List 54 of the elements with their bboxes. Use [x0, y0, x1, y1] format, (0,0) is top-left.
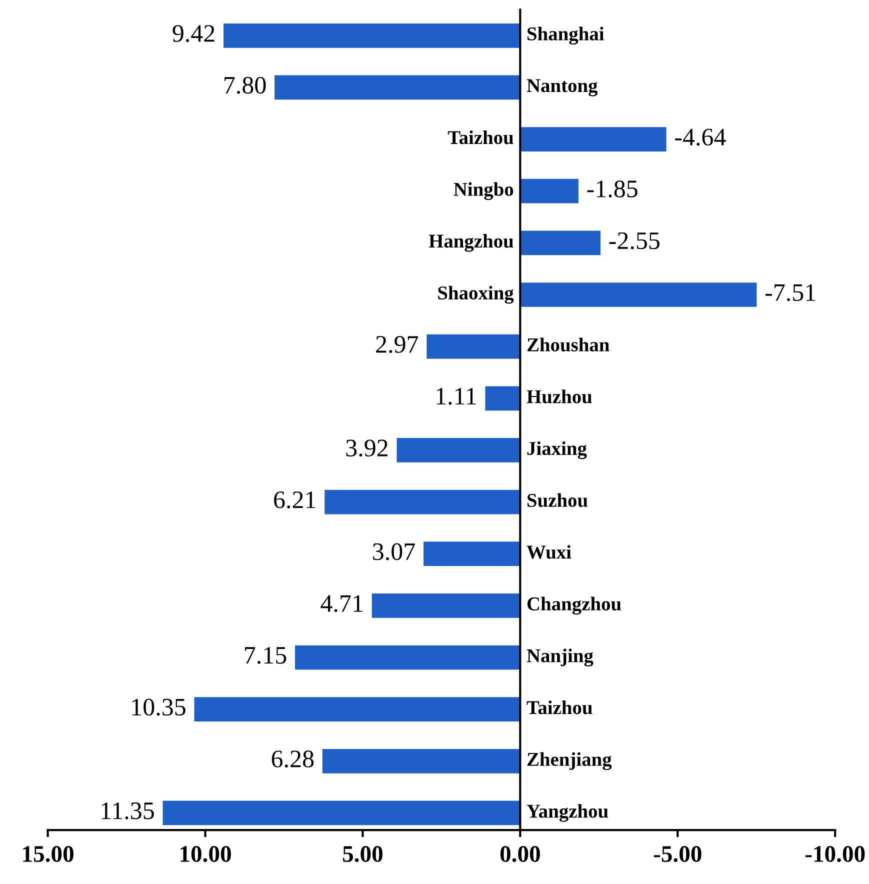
y-tick-label: Wuxi — [526, 545, 572, 559]
bar — [520, 178, 578, 204]
bar — [520, 282, 757, 307]
bar — [520, 127, 666, 152]
x-tick-label: 5.00 — [343, 846, 382, 862]
x-tick-label: 15.00 — [23, 846, 74, 862]
y-tick-label: Huzhou — [526, 390, 592, 404]
data-label: 6.21 — [274, 491, 316, 508]
data-label: -2.55 — [609, 232, 660, 250]
data-label: 2.97 — [376, 336, 418, 353]
x-tick-label: -10.00 — [805, 846, 865, 862]
bar — [194, 697, 520, 722]
y-tick-label: Yangzhou — [526, 804, 608, 822]
data-label: 11.35 — [102, 802, 154, 820]
y-tick-label: Suzhou — [528, 493, 588, 507]
data-label: 10.35 — [132, 698, 186, 716]
x-tick-label: -5.00 — [654, 846, 702, 862]
y-tick-label: Nanjing — [526, 648, 594, 666]
bar — [426, 334, 520, 359]
data-label: 4.71 — [320, 595, 362, 612]
bar — [322, 748, 520, 774]
y-tick-label: Taizhou — [526, 700, 592, 714]
x-tick-label: 10.00 — [180, 846, 231, 862]
y-tick-label: Hangzhou — [428, 234, 514, 252]
bar — [295, 645, 520, 670]
bar — [274, 75, 520, 100]
data-label: 6.28 — [272, 750, 314, 768]
bar — [372, 594, 520, 618]
data-label: 3.92 — [346, 440, 388, 457]
bar — [324, 490, 520, 514]
bar — [224, 23, 520, 48]
data-label: 7.80 — [224, 76, 266, 94]
y-tick-label: Shaoxing — [438, 286, 514, 304]
y-tick-label: Zhoushan — [527, 338, 610, 352]
y-tick-label: Shanghai — [528, 26, 604, 45]
data-label: 3.07 — [373, 543, 415, 560]
bar — [485, 386, 520, 411]
y-tick-label: Zhenjiang — [527, 752, 612, 770]
data-label: -1.85 — [587, 180, 638, 198]
data-label: -7.51 — [765, 284, 816, 302]
x-tick-label: 0.00 — [500, 846, 540, 862]
data-label: 7.15 — [245, 647, 286, 664]
bar — [424, 542, 520, 566]
bar — [396, 438, 520, 462]
data-label: 9.42 — [172, 25, 214, 42]
bar — [520, 230, 600, 256]
bar — [162, 800, 520, 826]
y-tick-label: Taizhou — [448, 130, 514, 144]
y-tick-label: Changzhou — [527, 596, 622, 615]
y-tick-label: Nantong — [526, 79, 598, 96]
y-tick-label: Ningbo — [454, 182, 514, 200]
y-tick-label: Jiaxing — [527, 441, 587, 460]
data-label: 1.11 — [436, 388, 476, 405]
data-label: -4.64 — [675, 128, 726, 146]
